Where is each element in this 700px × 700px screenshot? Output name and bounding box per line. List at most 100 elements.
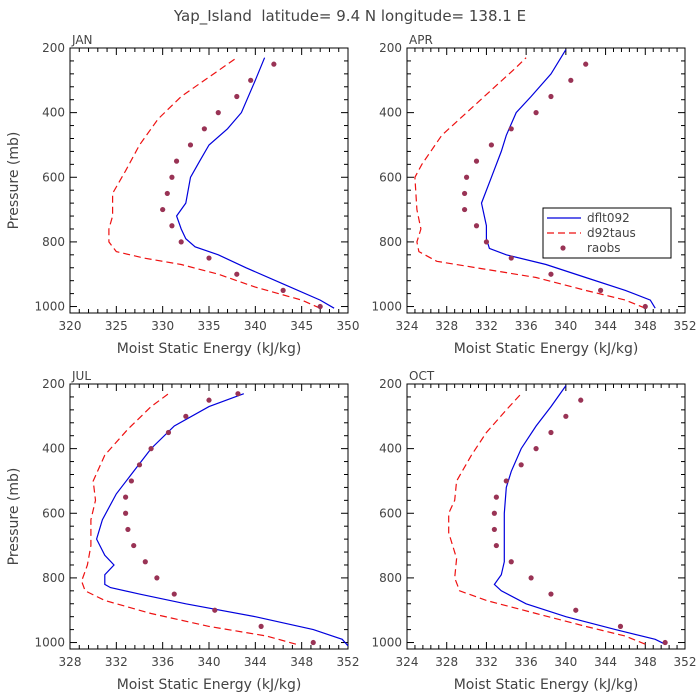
- data-point-raobs: [617, 623, 624, 629]
- chart-panel-apr: APR 324 328 332 336 340 344 348 352 200 400 600 800 1…: [371, 33, 696, 357]
- series-line-dflt092: [175, 57, 335, 309]
- y-tick-label: 800: [379, 235, 402, 249]
- data-point-raobs: [280, 287, 286, 293]
- series-d92taus: [414, 57, 646, 309]
- data-point-raobs: [491, 526, 497, 533]
- data-point-raobs: [483, 239, 490, 245]
- y-tick-label: 200: [42, 41, 65, 55]
- x-tick-label: 325: [105, 319, 128, 333]
- data-point-raobs: [136, 462, 143, 468]
- data-point-raobs: [169, 223, 175, 229]
- series-raobs: [491, 397, 668, 646]
- data-point-raobs: [206, 255, 212, 261]
- series-dflt092: [493, 385, 666, 645]
- series-dflt092: [175, 57, 335, 309]
- x-tick-label: 352: [674, 655, 697, 669]
- data-point-raobs: [165, 429, 172, 436]
- series-dflt092: [480, 49, 656, 309]
- series-raobs: [160, 61, 323, 310]
- data-point-raobs: [463, 174, 470, 180]
- x-tick-label: 320: [59, 319, 82, 333]
- data-point-raobs: [248, 77, 254, 83]
- data-point-raobs: [563, 413, 569, 419]
- data-point-raobs: [128, 478, 134, 484]
- series-line-d92taus: [108, 57, 321, 309]
- data-point-raobs: [493, 494, 499, 500]
- plot-frame: [406, 47, 686, 314]
- series-d92taus: [80, 393, 297, 645]
- data-point-raobs: [206, 397, 212, 403]
- x-tick-label: 336: [151, 655, 174, 669]
- x-tick-label: 340: [198, 655, 221, 669]
- y-tick-label: 600: [42, 170, 65, 184]
- data-point-raobs: [125, 526, 131, 533]
- data-point-raobs: [154, 575, 160, 581]
- x-tick-label: 352: [337, 655, 360, 669]
- data-point-raobs: [258, 623, 264, 629]
- panel-label: APR: [409, 33, 433, 47]
- x-tick-label: 340: [244, 319, 267, 333]
- data-point-raobs: [169, 174, 175, 180]
- y-tick-label: 200: [379, 41, 402, 55]
- data-point-raobs: [528, 575, 534, 581]
- series-line-dflt092: [95, 393, 349, 647]
- series-raobs: [123, 391, 316, 646]
- data-point-raobs: [578, 397, 584, 403]
- x-tick-label: 332: [475, 655, 498, 669]
- x-tick-label: 328: [59, 655, 82, 669]
- y-tick-label: 200: [379, 377, 402, 391]
- data-point-raobs: [201, 126, 207, 132]
- y-tick-label: 400: [42, 442, 65, 456]
- data-point-raobs: [473, 223, 480, 229]
- x-tick-label: 324: [396, 319, 419, 333]
- data-point-raobs: [518, 462, 524, 468]
- chart-panel-jul: JUL 328 332 336 340 344 348 352 200 400 600 800 1000…: [6, 369, 359, 693]
- data-point-raobs: [160, 206, 166, 213]
- y-tick-label: 400: [379, 106, 402, 120]
- data-point-raobs: [533, 110, 539, 116]
- x-tick-label: 328: [435, 319, 458, 333]
- series-line-d92taus: [414, 57, 646, 309]
- data-point-raobs: [234, 93, 240, 100]
- data-point-raobs: [662, 639, 668, 646]
- series-d92taus: [448, 393, 646, 645]
- x-tick-label: 336: [515, 319, 538, 333]
- plot-frame: [406, 383, 686, 650]
- plot-frame: [69, 383, 349, 650]
- data-point-raobs: [183, 413, 189, 419]
- x-tick-label: 332: [105, 655, 128, 669]
- y-tick-label: 1000: [34, 300, 65, 314]
- data-point-raobs: [491, 510, 497, 516]
- series-line-dflt092: [493, 385, 666, 645]
- x-tick-label: 348: [634, 655, 657, 669]
- x-tick-label: 344: [594, 655, 617, 669]
- data-point-raobs: [642, 303, 648, 310]
- y-tick-label: 200: [42, 377, 65, 391]
- y-tick-label: 600: [379, 506, 402, 520]
- data-point-raobs: [493, 542, 499, 549]
- series-line-d92taus: [80, 393, 297, 645]
- data-point-raobs: [573, 607, 579, 613]
- x-axis-label: Moist Static Energy (kJ/kg): [454, 677, 639, 693]
- y-tick-label: 800: [42, 235, 65, 249]
- data-point-raobs: [235, 391, 241, 397]
- data-point-raobs: [171, 591, 177, 597]
- x-tick-label: 335: [198, 319, 221, 333]
- data-point-raobs: [508, 126, 514, 132]
- x-axis-label: Moist Static Energy (kJ/kg): [117, 677, 302, 693]
- data-point-raobs: [187, 142, 194, 148]
- y-tick-label: 600: [42, 506, 65, 520]
- data-point-raobs: [164, 190, 170, 197]
- data-point-raobs: [123, 510, 129, 516]
- figure-title: Yap_Island latitude= 9.4 N longitude= 13…: [173, 7, 526, 26]
- data-point-raobs: [568, 77, 574, 83]
- x-tick-label: 330: [151, 319, 174, 333]
- data-point-raobs: [271, 61, 277, 67]
- data-point-raobs: [583, 61, 589, 67]
- y-tick-label: 800: [42, 571, 65, 585]
- legend-label-d92taus: d92taus: [587, 226, 636, 240]
- legend-label-dflt092: dflt092: [587, 211, 630, 225]
- chart-panel-jan: JAN 320 325 330 335 340 345 350 200 400 600 800 1000…: [6, 33, 359, 357]
- plot-frame: [69, 47, 349, 314]
